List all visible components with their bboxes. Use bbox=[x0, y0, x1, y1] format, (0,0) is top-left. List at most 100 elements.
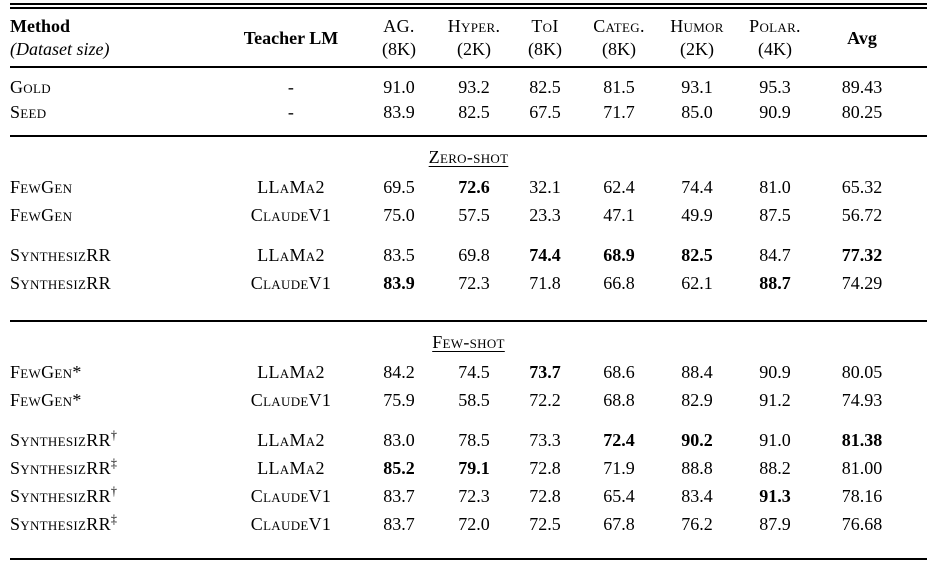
score-cell: 69.8 bbox=[458, 245, 490, 265]
method-name: FewGen bbox=[10, 205, 73, 225]
section-title: Few-shot bbox=[10, 330, 927, 354]
score-cell: 82.5 bbox=[458, 102, 490, 122]
score-cell: 71.7 bbox=[603, 102, 635, 122]
score-cell: 23.3 bbox=[529, 205, 561, 225]
score-cell: 72.4 bbox=[603, 430, 635, 450]
table-section: Zero-shot FewGen LLaMa2 69.5 72.6 32.1 62.4 74.… bbox=[10, 135, 927, 320]
score-cell: 74.5 bbox=[458, 362, 490, 382]
dataset-column-size: (2K) bbox=[457, 39, 491, 59]
method-cell: Gold bbox=[10, 75, 222, 100]
score-cell: 84.7 bbox=[759, 245, 791, 265]
dataset-column-header: ToI (8K) bbox=[510, 15, 580, 61]
score-cell: 74.93 bbox=[841, 390, 883, 410]
score-cell: 82.9 bbox=[681, 390, 713, 410]
table-section: Gold - 91.0 93.2 82.5 81.5 93.1 95.3 89.43 Seed - 8… bbox=[10, 68, 927, 135]
score-cell: 76.2 bbox=[681, 514, 713, 534]
method-cell: Seed bbox=[10, 100, 222, 125]
row-group: FewGen* LLaMa2 84.2 74.5 73.7 68.6 88.4 90.9 80.… bbox=[10, 358, 927, 414]
score-cell: 87.9 bbox=[759, 514, 791, 534]
dataset-column-name: Avg bbox=[847, 27, 877, 48]
dataset-column-size: (4K) bbox=[758, 39, 792, 59]
teacher-lm-cell: LLaMa2 bbox=[257, 458, 325, 478]
score-cell: 85.2 bbox=[383, 458, 415, 478]
header-row: Method (Dataset size) Teacher LM AG. (8K)… bbox=[10, 9, 927, 68]
teacher-lm-cell: ClaudeV1 bbox=[250, 205, 332, 225]
score-cell: 82.5 bbox=[529, 77, 561, 97]
score-cell: 88.7 bbox=[759, 273, 791, 293]
score-cell: 83.5 bbox=[383, 245, 415, 265]
teacher-lm-cell: LLaMa2 bbox=[257, 245, 325, 265]
score-cell: 68.8 bbox=[603, 390, 635, 410]
score-cell: 74.4 bbox=[529, 245, 561, 265]
dataset-column-name: Hyper. bbox=[447, 16, 501, 36]
score-cell: 69.5 bbox=[383, 177, 415, 197]
table-row: SynthesizRR‡ ClaudeV1 83.7 72.0 72.5 67.8 76.2… bbox=[10, 510, 927, 538]
bottom-rule bbox=[10, 558, 927, 560]
method-name: SynthesizRR bbox=[10, 245, 111, 265]
score-cell: 71.8 bbox=[529, 273, 561, 293]
score-cell: 80.25 bbox=[841, 102, 883, 122]
dagger-marker: † bbox=[110, 428, 117, 442]
score-cell: 85.0 bbox=[681, 102, 713, 122]
teacher-lm-cell: LLaMa2 bbox=[257, 177, 325, 197]
section-title: Zero-shot bbox=[10, 145, 927, 169]
score-cell: 91.0 bbox=[759, 430, 791, 450]
score-cell: 81.00 bbox=[841, 458, 883, 478]
table-row: SynthesizRR† ClaudeV1 83.7 72.3 72.8 65.4 83.4… bbox=[10, 482, 927, 510]
method-name: SynthesizRR bbox=[10, 273, 111, 293]
teacher-lm-cell: LLaMa2 bbox=[257, 362, 325, 382]
table-row: Seed - 83.9 82.5 67.5 71.7 85.0 90.9 80.25 bbox=[10, 100, 927, 125]
method-cell: SynthesizRR† bbox=[10, 482, 222, 510]
method-name: FewGen bbox=[10, 177, 73, 197]
teacher-lm-cell: - bbox=[287, 77, 295, 97]
score-cell: 88.8 bbox=[681, 458, 713, 478]
score-cell: 72.5 bbox=[529, 514, 561, 534]
table-row: SynthesizRR LLaMa2 83.5 69.8 74.4 68.9 82.5 84.… bbox=[10, 241, 927, 269]
dataset-column-header: Hyper. (2K) bbox=[438, 15, 510, 61]
dagger-marker: † bbox=[110, 484, 117, 498]
method-cell: FewGen* bbox=[10, 386, 222, 414]
score-cell: 67.8 bbox=[603, 514, 635, 534]
method-name: FewGen* bbox=[10, 390, 82, 410]
score-cell: 58.5 bbox=[458, 390, 490, 410]
score-cell: 87.5 bbox=[759, 205, 791, 225]
row-group: SynthesizRR LLaMa2 83.5 69.8 74.4 68.9 82.5 84.… bbox=[10, 241, 927, 297]
score-cell: 72.3 bbox=[458, 273, 490, 293]
dataset-column-name: Humor bbox=[670, 16, 724, 36]
score-cell: 66.8 bbox=[603, 273, 635, 293]
score-cell: 67.5 bbox=[529, 102, 561, 122]
score-cell: 88.4 bbox=[681, 362, 713, 382]
dataset-column-name: Categ. bbox=[593, 16, 645, 36]
section-title-text: Few-shot bbox=[432, 332, 505, 352]
dataset-column-name: ToI bbox=[531, 16, 559, 36]
score-cell: 81.38 bbox=[841, 430, 883, 450]
score-cell: 84.2 bbox=[383, 362, 415, 382]
teacher-lm-cell: ClaudeV1 bbox=[250, 273, 332, 293]
score-cell: 80.05 bbox=[841, 362, 883, 382]
score-cell: 76.68 bbox=[841, 514, 883, 534]
score-cell: 75.0 bbox=[383, 205, 415, 225]
score-cell: 72.8 bbox=[529, 458, 561, 478]
score-cell: 91.2 bbox=[759, 390, 791, 410]
score-cell: 65.4 bbox=[603, 486, 635, 506]
score-cell: 72.6 bbox=[458, 177, 490, 197]
method-cell: SynthesizRR† bbox=[10, 426, 222, 454]
dataset-column-size: (8K) bbox=[602, 39, 636, 59]
score-cell: 83.9 bbox=[383, 102, 415, 122]
teacher-lm-cell: ClaudeV1 bbox=[250, 514, 332, 534]
method-cell: FewGen* bbox=[10, 358, 222, 386]
table-body: Gold - 91.0 93.2 82.5 81.5 93.1 95.3 89.43 Seed - 8… bbox=[10, 68, 927, 558]
score-cell: 49.9 bbox=[681, 205, 713, 225]
score-cell: 32.1 bbox=[529, 177, 561, 197]
dataset-column-header: AG. (8K) bbox=[360, 15, 438, 61]
table-section: Few-shot FewGen* LLaMa2 84.2 74.5 73.7 68.6 88.… bbox=[10, 320, 927, 558]
score-cell: 73.3 bbox=[529, 430, 561, 450]
score-cell: 78.5 bbox=[458, 430, 490, 450]
score-cell: 83.9 bbox=[383, 273, 415, 293]
score-cell: 62.1 bbox=[681, 273, 713, 293]
table-row: Gold - 91.0 93.2 82.5 81.5 93.1 95.3 89.43 bbox=[10, 75, 927, 100]
score-cell: 81.5 bbox=[603, 77, 635, 97]
double-dagger-marker: ‡ bbox=[110, 512, 117, 526]
score-cell: 73.7 bbox=[529, 362, 561, 382]
